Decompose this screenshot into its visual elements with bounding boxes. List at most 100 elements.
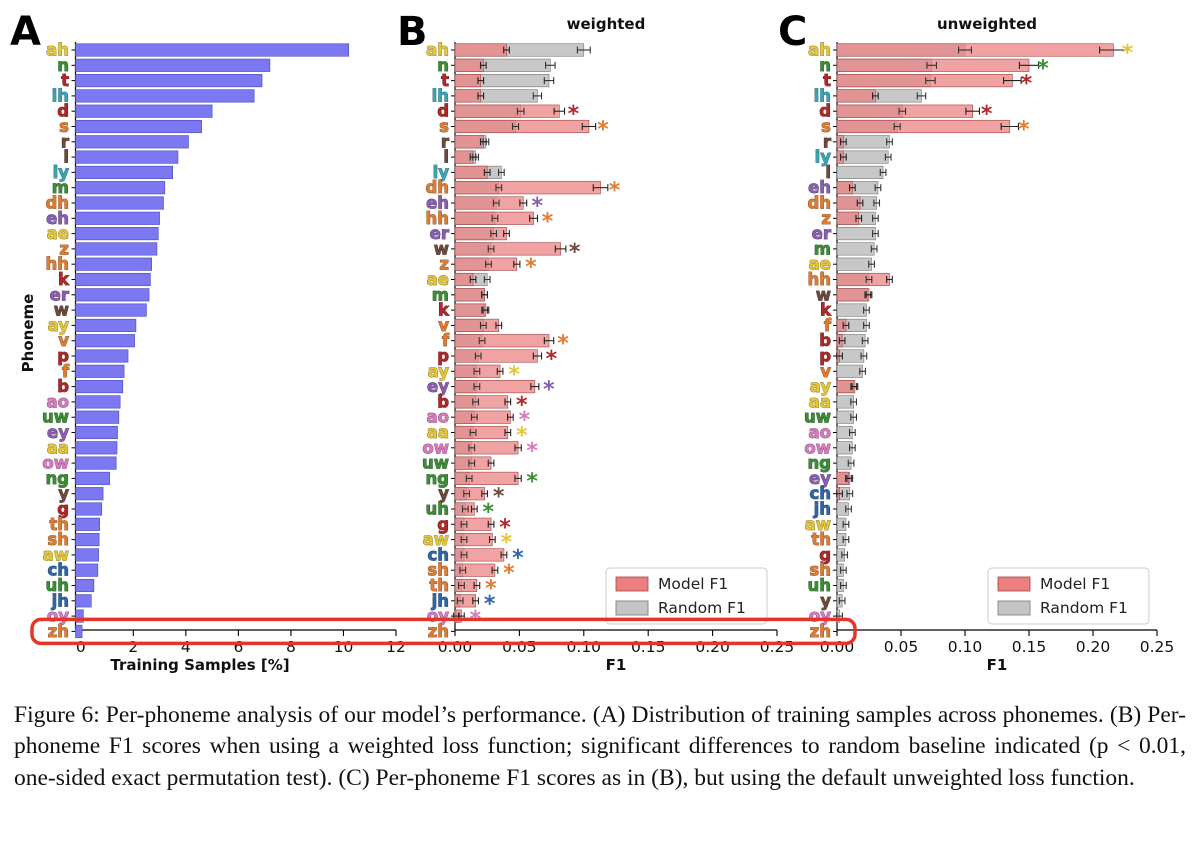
x-tick-label: 0.10 xyxy=(567,638,602,656)
phoneme-label-v: v xyxy=(58,331,69,350)
model-bar-dh xyxy=(836,196,861,210)
phoneme-label-ah: ah xyxy=(46,41,69,60)
phoneme-label-m: m xyxy=(432,285,449,304)
bar-aa xyxy=(75,441,118,455)
x-tick-label: 4 xyxy=(181,638,191,656)
bar-l xyxy=(75,150,179,164)
model-bar-ih xyxy=(836,89,876,103)
bar-ey xyxy=(75,425,118,440)
x-tick-label: 0.15 xyxy=(631,638,666,656)
phoneme-label-d: d xyxy=(57,102,69,121)
phoneme-label-ah: ah xyxy=(808,41,831,60)
phoneme-label-y: y xyxy=(58,484,69,503)
phoneme-label-jh: jh xyxy=(51,591,69,610)
phoneme-label-z: z xyxy=(439,255,449,274)
model-bar-r xyxy=(454,135,484,149)
x-tick-label: 0.25 xyxy=(1140,638,1175,656)
phoneme-label-ae: ae xyxy=(809,255,831,274)
model-bar-aw xyxy=(454,533,493,547)
model-bar-w xyxy=(454,242,561,256)
phoneme-label-l: l xyxy=(443,148,449,167)
x-tick-label: 0.15 xyxy=(1012,638,1047,656)
significance-star-th: * xyxy=(485,577,497,602)
phoneme-label-dh: dh xyxy=(425,178,449,197)
phoneme-label-ng: ng xyxy=(807,454,831,473)
phoneme-label-ch: ch xyxy=(47,561,69,580)
legend-label-random: Random F1 xyxy=(658,599,746,617)
phoneme-label-ay: ay xyxy=(428,362,450,381)
phoneme-label-f: f xyxy=(442,331,450,350)
bar-m xyxy=(75,181,166,195)
phoneme-label-zh: zh xyxy=(48,622,69,641)
phoneme-label-k: k xyxy=(820,301,832,320)
phoneme-label-ey: ey xyxy=(427,377,449,396)
phoneme-label-y: y xyxy=(820,591,831,610)
phoneme-label-uh: uh xyxy=(46,576,70,595)
x-tick-label: 0.10 xyxy=(948,638,983,656)
phoneme-label-n: n xyxy=(819,56,831,75)
model-bar-ow xyxy=(454,441,519,455)
bar-ng xyxy=(75,471,110,485)
phoneme-label-g: g xyxy=(819,545,831,564)
phoneme-label-ae: ae xyxy=(47,224,69,243)
significance-star-s: * xyxy=(1018,118,1030,143)
phoneme-label-s: s xyxy=(59,117,69,136)
significance-star-aa: * xyxy=(516,424,528,449)
legend-swatch-random xyxy=(997,600,1031,616)
phoneme-label-sh: sh xyxy=(427,561,449,580)
phoneme-label-aa: aa xyxy=(809,392,831,411)
phoneme-label-ih: ih xyxy=(814,86,831,105)
phoneme-label-w: w xyxy=(54,301,69,320)
model-bar-eh xyxy=(454,196,524,210)
x-tick-label: 10 xyxy=(334,638,354,656)
bar-b xyxy=(75,380,124,394)
random-bar-v xyxy=(836,364,863,378)
phoneme-label-ay: ay xyxy=(48,316,70,335)
bar-sh xyxy=(75,533,100,547)
x-tick-label: 0.20 xyxy=(1076,638,1111,656)
phoneme-label-uw: uw xyxy=(804,408,831,427)
bar-ih xyxy=(75,89,255,103)
phoneme-label-th: th xyxy=(429,576,449,595)
phoneme-label-l: l xyxy=(63,148,69,167)
model-bar-d xyxy=(454,104,560,118)
bar-d xyxy=(75,104,213,118)
phoneme-label-ng: ng xyxy=(45,469,69,488)
phoneme-label-ay: ay xyxy=(810,377,832,396)
phoneme-label-v: v xyxy=(820,362,831,381)
model-bar-g xyxy=(454,517,492,531)
significance-star-z: * xyxy=(525,255,537,280)
significance-star-t: * xyxy=(1021,72,1033,97)
legend-label-model: Model F1 xyxy=(1040,575,1110,593)
bar-uw xyxy=(75,410,120,424)
x-tick-label: 2 xyxy=(128,638,138,656)
model-bar-ng xyxy=(454,471,519,485)
bar-ao xyxy=(75,395,121,409)
model-bar-ah xyxy=(836,43,1114,57)
phoneme-label-jh: jh xyxy=(813,500,831,519)
x-axis-label: F1 xyxy=(606,656,627,674)
model-bar-ah xyxy=(454,43,507,57)
bar-f xyxy=(75,364,125,378)
phoneme-label-iy: iy xyxy=(433,163,450,182)
model-bar-iy xyxy=(454,165,488,179)
phoneme-label-hh: hh xyxy=(426,209,450,228)
bar-hh xyxy=(75,257,152,271)
bar-eh xyxy=(75,211,160,225)
model-bar-ey xyxy=(454,380,536,394)
model-bar-ih xyxy=(454,89,482,103)
bar-r xyxy=(75,135,189,149)
phoneme-label-dh: dh xyxy=(45,194,69,213)
model-bar-s xyxy=(454,119,590,134)
significance-star-ey: * xyxy=(543,378,555,403)
phoneme-label-hh: hh xyxy=(808,270,832,289)
model-bar-dh xyxy=(454,181,601,195)
panel-letter-b: B xyxy=(397,9,428,55)
phoneme-label-z: z xyxy=(59,239,69,258)
phoneme-label-sh: sh xyxy=(47,530,69,549)
phoneme-label-v: v xyxy=(438,316,449,335)
phoneme-label-r: r xyxy=(61,132,70,151)
phoneme-label-r: r xyxy=(441,132,450,151)
phoneme-label-d: d xyxy=(819,102,831,121)
